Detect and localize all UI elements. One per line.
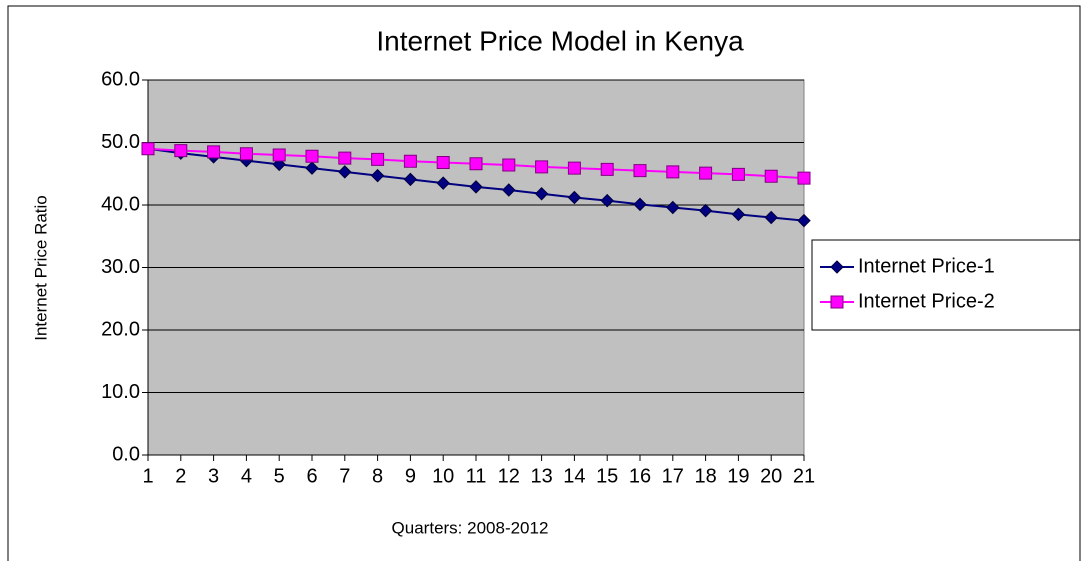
marker (305, 149, 319, 163)
x-tick-label: 1 (142, 465, 153, 487)
marker (469, 157, 483, 171)
marker (567, 190, 582, 205)
y-tick-label: 50.0 (101, 131, 140, 153)
y-tick-label: 0.0 (112, 443, 140, 465)
marker (797, 213, 811, 228)
x-tick-label: 17 (662, 465, 684, 487)
marker (436, 176, 450, 190)
marker (535, 160, 549, 174)
marker (141, 142, 155, 156)
x-tick-label: 11 (466, 465, 487, 487)
x-tick-label: 10 (432, 465, 454, 487)
marker (633, 197, 647, 212)
x-tick-label: 13 (530, 465, 552, 487)
marker (370, 168, 385, 183)
x-tick-label: 8 (372, 465, 383, 487)
y-tick-label: 60.0 (101, 68, 140, 90)
marker (239, 147, 253, 161)
x-tick-label: 15 (596, 465, 618, 487)
marker (666, 165, 680, 179)
marker (174, 144, 188, 158)
marker (338, 165, 352, 179)
y-tick-label: 20.0 (101, 318, 140, 340)
marker (272, 148, 286, 162)
marker (764, 210, 778, 225)
x-tick-label: 7 (339, 465, 350, 487)
legend-label: Internet Price-1 (858, 255, 995, 277)
marker (698, 203, 713, 218)
x-tick-label: 12 (498, 465, 520, 487)
x-tick-label: 18 (694, 465, 716, 487)
legend-box (811, 239, 1081, 331)
marker (371, 152, 385, 166)
y-tick-label: 30.0 (101, 256, 140, 278)
chart-title: Internet Price Model in Kenya (376, 25, 744, 56)
marker (338, 151, 352, 165)
marker (600, 193, 614, 208)
x-tick-label: 20 (760, 465, 782, 487)
marker (731, 167, 745, 181)
legend-label: Internet Price-2 (858, 290, 995, 312)
x-tick-label: 16 (629, 465, 651, 487)
x-tick-label: 5 (274, 465, 285, 487)
marker (567, 161, 581, 175)
marker (403, 172, 418, 187)
x-tick-label: 2 (175, 465, 186, 487)
marker (469, 180, 483, 194)
marker (797, 171, 811, 185)
marker (699, 166, 713, 180)
x-tick-label: 4 (241, 465, 252, 487)
x-axis-label: Quarters: 2008-2012 (392, 518, 549, 537)
x-tick-label: 19 (727, 465, 749, 487)
x-tick-label: 9 (405, 465, 416, 487)
marker (207, 145, 221, 159)
marker (502, 158, 516, 172)
y-axis-label: Internet Price Ratio (31, 195, 50, 341)
marker (305, 161, 319, 175)
marker (600, 162, 614, 176)
marker (403, 154, 417, 168)
marker (436, 156, 450, 169)
marker (666, 200, 680, 215)
marker (534, 187, 549, 201)
marker (731, 207, 746, 222)
y-tick-label: 40.0 (101, 193, 140, 215)
x-tick-label: 21 (793, 465, 815, 487)
x-tick-label: 14 (563, 465, 585, 487)
marker (830, 295, 844, 309)
marker (502, 183, 516, 197)
marker (830, 260, 844, 274)
x-tick-label: 6 (306, 465, 317, 487)
marker (764, 169, 778, 183)
marker (633, 164, 647, 178)
y-tick-label: 10.0 (101, 381, 140, 403)
x-tick-label: 3 (208, 465, 219, 487)
